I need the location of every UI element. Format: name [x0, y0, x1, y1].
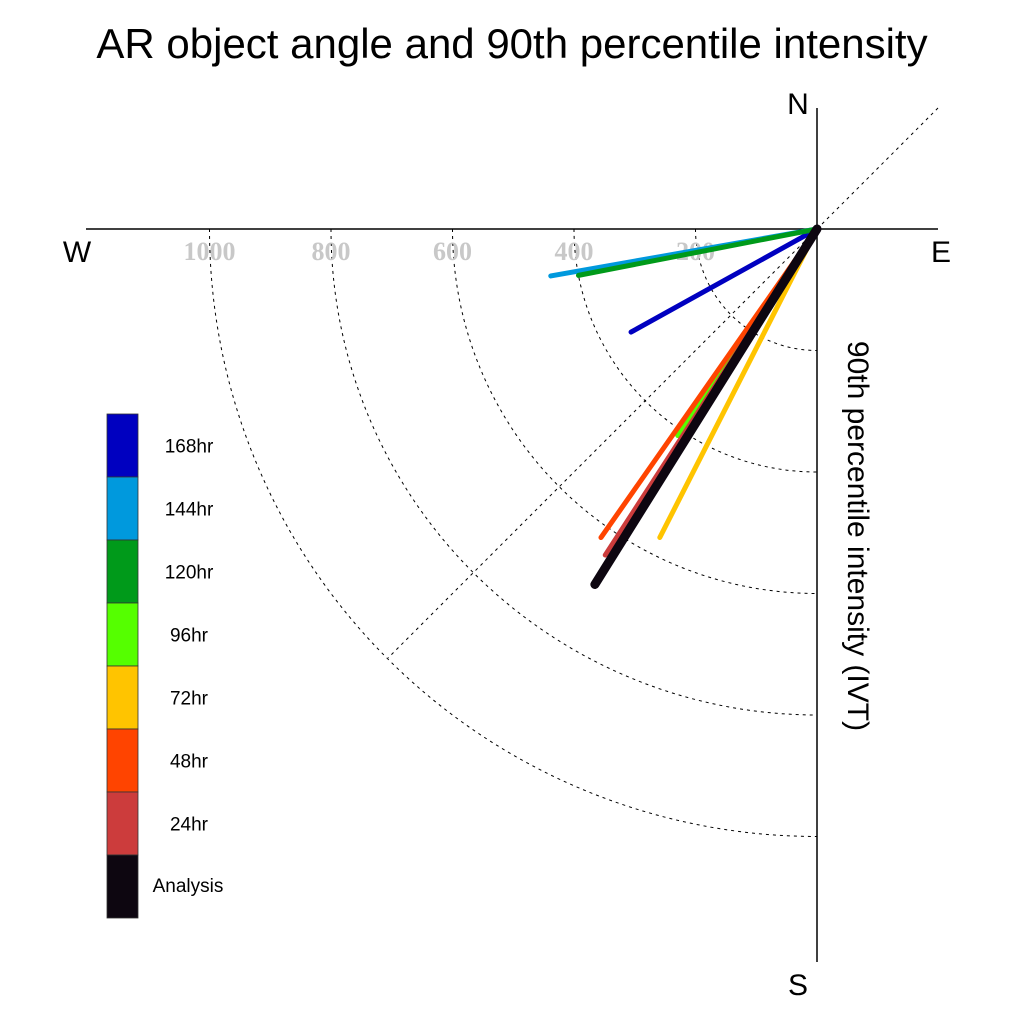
legend-swatch-144hr — [106, 476, 139, 541]
vector-168hr — [628, 226, 820, 335]
legend-swatch-96hr — [106, 602, 139, 667]
legend-label-analysis: Analysis — [153, 876, 224, 897]
vector-120hr — [575, 226, 820, 278]
legend-label-48hr: 48hr — [170, 752, 209, 773]
vector-series — [548, 224, 822, 589]
legend-label-96hr: 96hr — [170, 626, 209, 647]
compass-west: W — [63, 236, 92, 269]
legend-label-120hr: 120hr — [165, 563, 214, 584]
grid-ring-600 — [452, 228, 818, 594]
legend-swatch-168hr — [106, 413, 139, 478]
vector-analysis — [590, 224, 822, 589]
compass-north: N — [787, 88, 809, 121]
legend-label-24hr: 24hr — [170, 815, 209, 836]
compass-east: E — [931, 236, 951, 269]
legend-label-168hr: 168hr — [165, 437, 214, 458]
radial-grid — [209, 228, 818, 837]
legend-swatch-analysis — [106, 854, 139, 919]
legend-swatch-120hr — [106, 539, 139, 604]
legend-swatch-48hr — [106, 728, 139, 793]
legend-swatch-72hr — [106, 665, 139, 730]
tick-label-1000: 1000 — [184, 237, 236, 266]
legend-swatch-24hr — [106, 791, 139, 856]
compass-south: S — [788, 969, 808, 1002]
tick-label-600: 600 — [433, 237, 472, 266]
vector-72hr — [657, 226, 820, 541]
legend: 168hr 144hr 120hr 96hr 72hr 48hr 24hr Analysis — [106, 413, 224, 919]
y-axis-label: 90th percentile intensity (IVT) — [841, 341, 874, 731]
tick-label-800: 800 — [312, 237, 351, 266]
legend-label-144hr: 144hr — [165, 500, 214, 521]
tick-label-400: 400 — [555, 237, 594, 266]
grid-ring-1000 — [209, 228, 818, 837]
chart-title: AR object angle and 90th percentile inte… — [96, 20, 927, 67]
legend-label-72hr: 72hr — [170, 689, 209, 710]
